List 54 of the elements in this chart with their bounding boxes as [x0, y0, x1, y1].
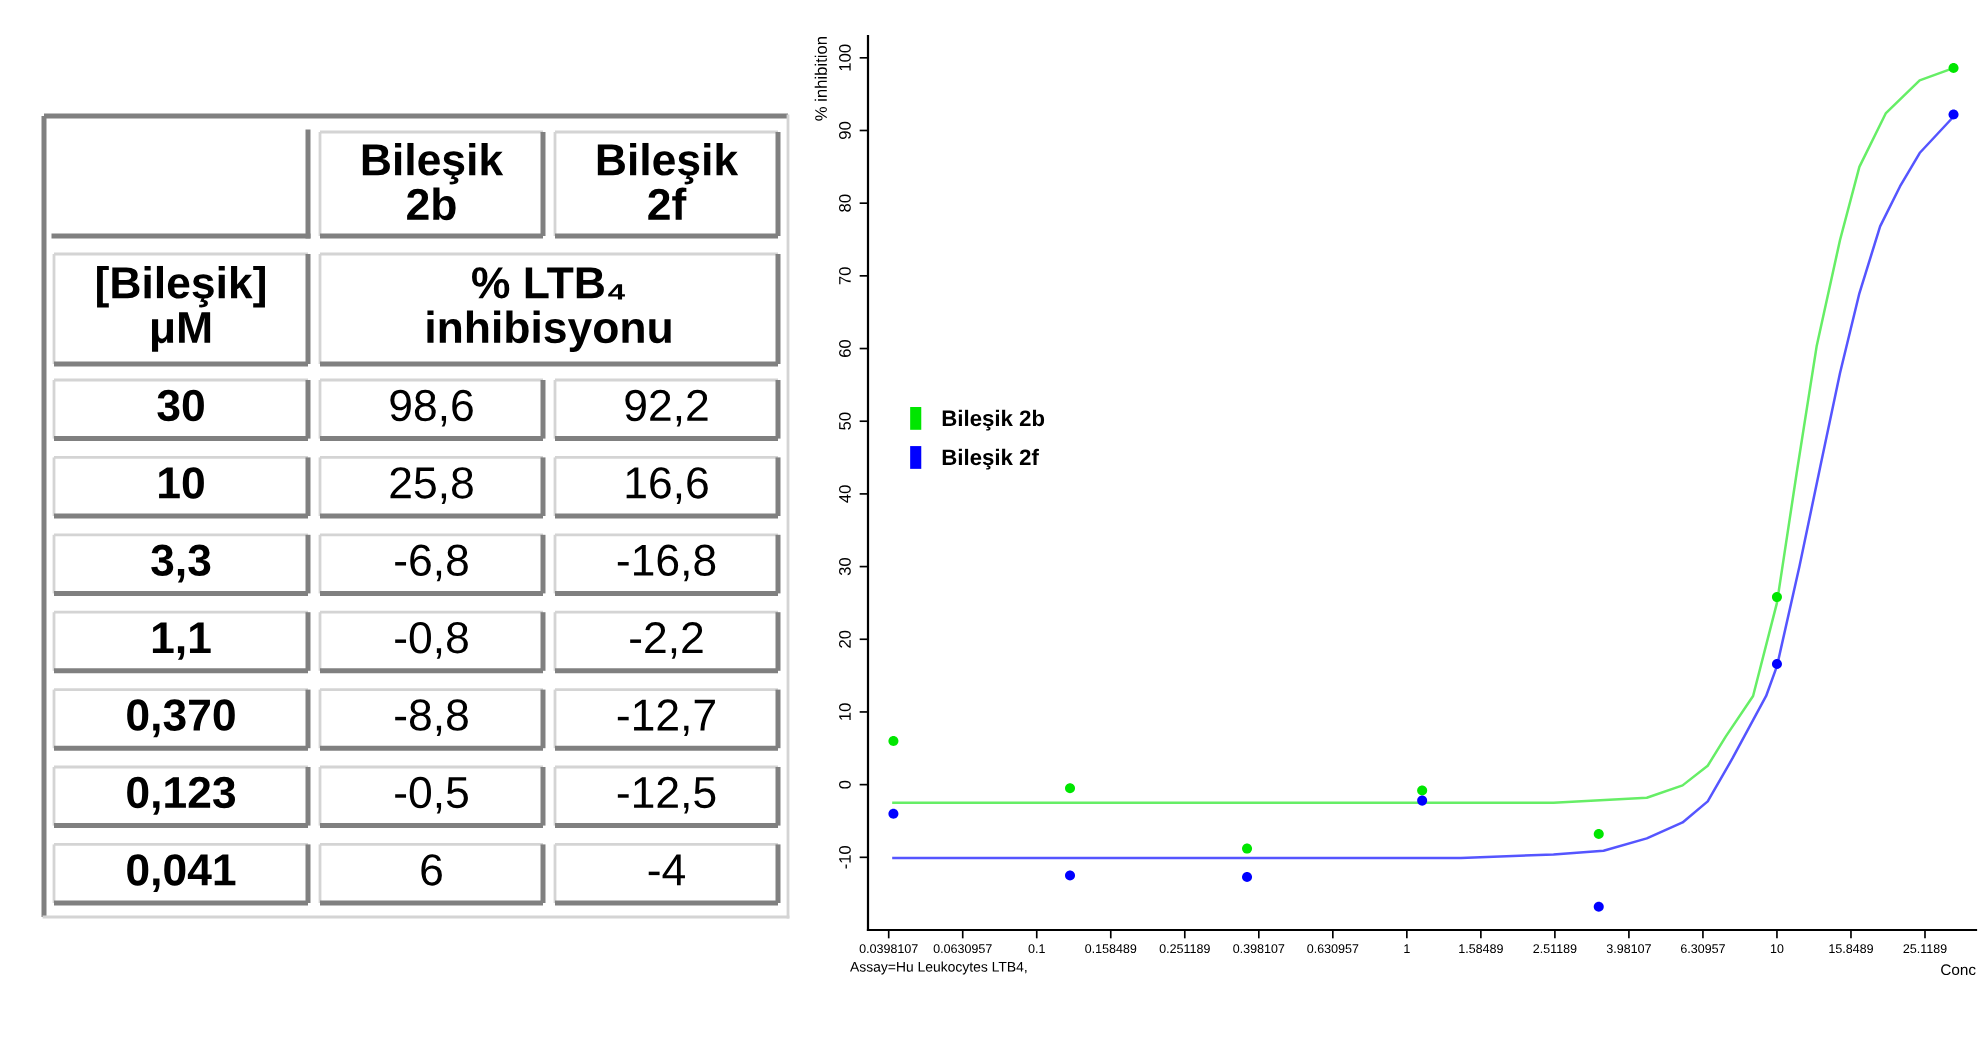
point [1065, 783, 1076, 794]
data-label: -2,2 [630, 621, 703, 659]
text: % LTB₄ inhibisyonu [427, 267, 671, 353]
point [1417, 795, 1428, 806]
data-label: -0,5 [395, 776, 468, 814]
point [1065, 870, 1076, 881]
y-tick-label: 30 [839, 557, 851, 576]
point [1242, 843, 1253, 854]
y-tick-label: 90 [839, 121, 851, 139]
y-tick-label: 20 [839, 630, 851, 648]
point [888, 736, 899, 747]
y-tick-label: 10 [839, 703, 851, 720]
y-axis-title: % inhibition [814, 37, 827, 121]
point [888, 808, 899, 819]
category-label: 3,3 [151, 544, 211, 583]
category-label: 0,370 [127, 699, 235, 738]
data-label: -16,8 [617, 544, 716, 582]
data-label: 16,6 [626, 467, 708, 504]
text: [Bileşik] μM [97, 265, 265, 352]
legend-label: Bileşik 2b [942, 409, 1045, 431]
data-label: -12,5 [617, 776, 716, 814]
point [1242, 871, 1253, 882]
category-label: 0,123 [127, 776, 236, 815]
point [1948, 62, 1959, 73]
y-tick-label: 100 [839, 44, 851, 71]
y-tick-label: -10 [839, 845, 851, 869]
text: Bileşik 2f [597, 142, 739, 220]
y-tick-label: 60 [839, 339, 851, 357]
point [1771, 592, 1782, 603]
category-label: 1,1 [152, 622, 211, 660]
data-label: 92,2 [625, 389, 708, 427]
data-label: -8,8 [395, 699, 468, 737]
y-tick-label: 50 [839, 412, 851, 430]
data-label: -4 [648, 854, 685, 886]
point [1417, 785, 1428, 796]
point [1948, 109, 1959, 120]
text: Bileşik 2b [362, 142, 504, 221]
legend-label: Bileşik 2f [942, 448, 1039, 470]
data-label: -6,8 [395, 544, 468, 582]
y-tick-label: 80 [839, 194, 851, 212]
category-label: 30 [157, 389, 204, 422]
point [1593, 829, 1604, 840]
point [1593, 901, 1604, 912]
category-label: 0,041 [127, 854, 236, 893]
y-tick-label: 40 [839, 485, 851, 503]
category-label: 10 [159, 467, 204, 499]
data-label: -12,7 [617, 699, 715, 737]
data-label: 25,8 [390, 467, 473, 504]
data-label: 6 [421, 854, 442, 886]
data-label: -0,8 [395, 621, 468, 659]
point [1771, 658, 1782, 669]
data-label: 98,6 [390, 389, 473, 427]
y-tick-label: 0 [839, 780, 851, 789]
y-tick-label: 70 [839, 267, 851, 285]
